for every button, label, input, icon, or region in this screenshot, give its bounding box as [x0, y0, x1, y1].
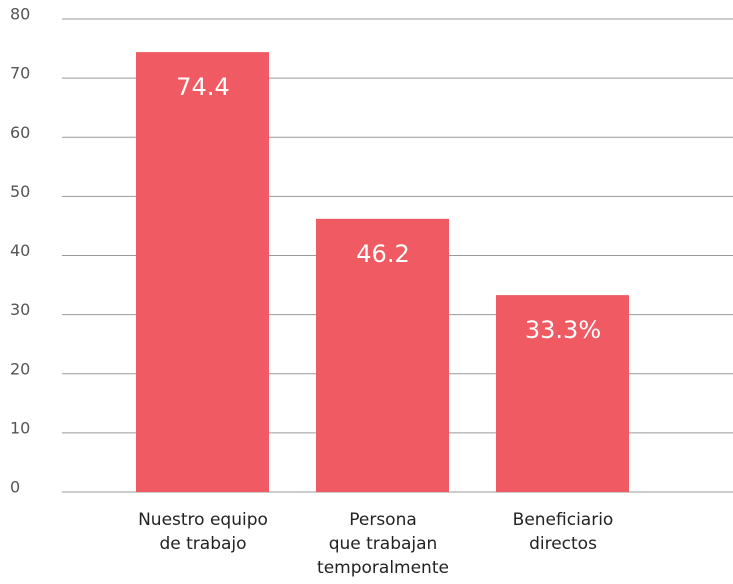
value-label: 33.3% — [525, 316, 601, 344]
y-tick-label: 20 — [10, 359, 30, 378]
y-tick-label: 40 — [10, 241, 30, 260]
value-label: 46.2 — [356, 240, 409, 268]
y-tick-label: 0 — [10, 478, 20, 497]
bar — [136, 52, 269, 493]
y-tick-label: 50 — [10, 182, 30, 201]
x-tick-label: Beneficiario directos — [512, 510, 614, 554]
bar — [496, 295, 629, 492]
x-tick-label: Nuestro equipo de trabajo — [138, 510, 268, 554]
value-label: 74.4 — [176, 73, 229, 101]
y-tick-label: 70 — [10, 64, 30, 83]
bar — [316, 218, 449, 492]
y-tick-label: 60 — [10, 123, 30, 142]
y-tick-label: 30 — [10, 300, 30, 319]
y-tick-label: 80 — [10, 5, 30, 24]
y-tick-label: 10 — [10, 418, 30, 437]
x-tick-label: Persona que trabajan temporalmente — [317, 510, 449, 578]
